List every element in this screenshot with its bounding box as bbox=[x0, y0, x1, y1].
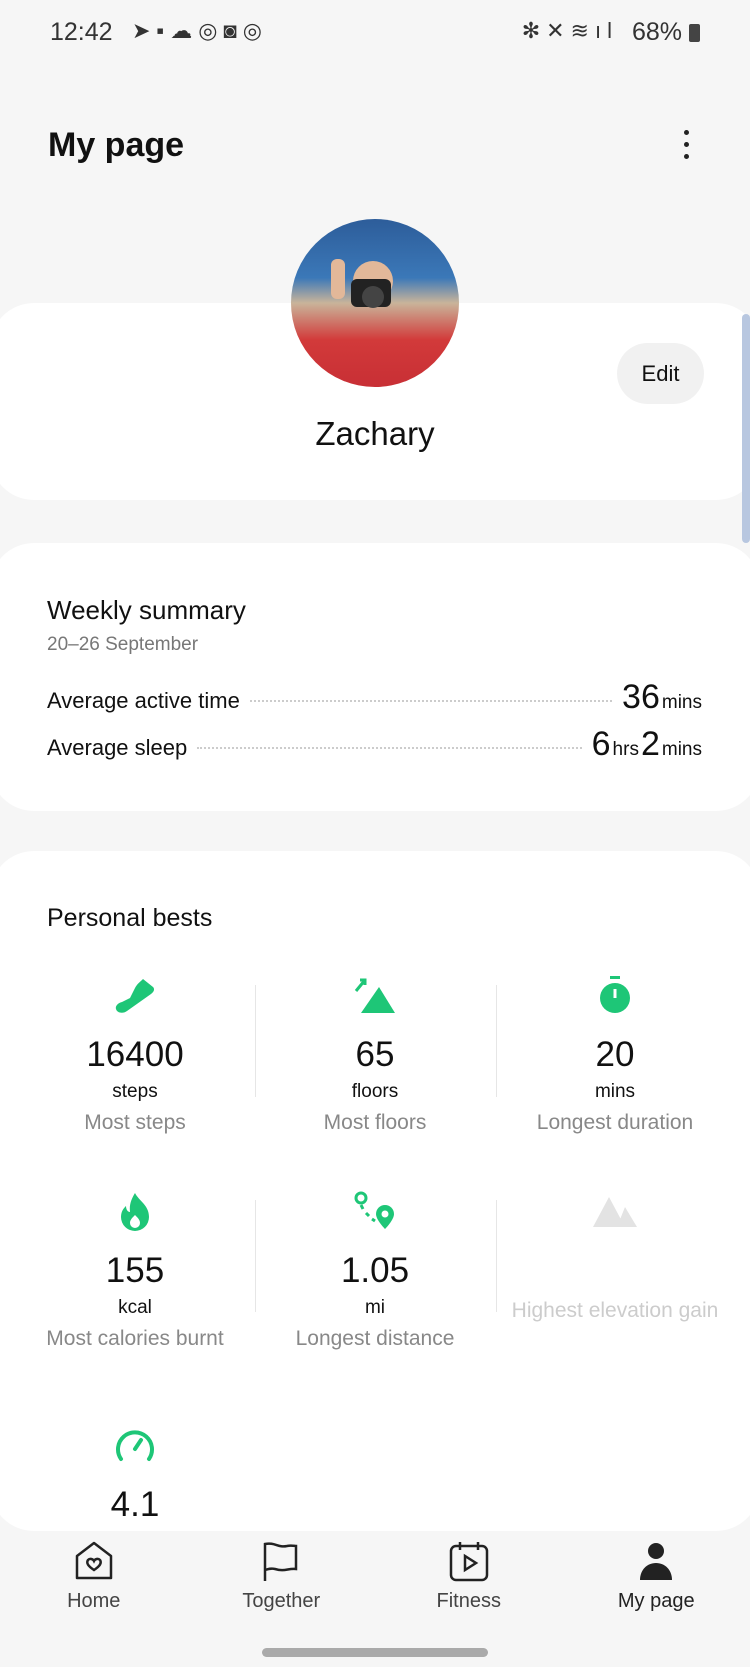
minutes-value: 2 bbox=[640, 725, 660, 763]
divider bbox=[255, 1200, 256, 1312]
best-label: Longest distance bbox=[295, 1327, 455, 1350]
weekly-summary-card[interactable] bbox=[0, 543, 750, 811]
status-time: 12:42 bbox=[50, 18, 113, 46]
best-label: Highest elevation gain bbox=[511, 1299, 719, 1322]
best-value: 16400 bbox=[86, 1035, 184, 1074]
flag-icon bbox=[264, 1542, 298, 1581]
unit: mins bbox=[661, 739, 702, 760]
page-title: My page bbox=[48, 126, 185, 164]
best-value: 20 bbox=[595, 1035, 635, 1074]
scrollbar[interactable] bbox=[742, 314, 750, 543]
personal-best-stopwatch[interactable]: 20 mins Longest duration bbox=[495, 975, 735, 1135]
personal-best-speedometer[interactable]: 4.1 bbox=[15, 1425, 255, 1525]
nav-together[interactable]: Together bbox=[188, 1540, 376, 1620]
nav-my-page[interactable]: My page bbox=[563, 1540, 750, 1620]
battery-percent: 68% bbox=[631, 18, 682, 46]
speedometer-icon bbox=[15, 1425, 255, 1465]
average-sleep-row: Average sleep 6 hrs 2 mins bbox=[47, 725, 704, 765]
best-label: Longest duration bbox=[536, 1111, 694, 1134]
nav-label: My page bbox=[617, 1590, 695, 1612]
personal-bests-title: Personal bests bbox=[47, 904, 213, 932]
flame-icon bbox=[15, 1191, 255, 1231]
edit-profile-button[interactable]: Edit bbox=[617, 343, 704, 404]
best-value: 155 bbox=[105, 1251, 165, 1290]
shoe-icon bbox=[15, 975, 255, 1015]
best-unit: kcal bbox=[118, 1297, 152, 1318]
battery-icon bbox=[689, 24, 700, 42]
best-value: 4.1 bbox=[110, 1485, 160, 1524]
stopwatch-icon bbox=[495, 975, 735, 1015]
home-heart-icon bbox=[75, 1541, 112, 1580]
best-unit: steps bbox=[112, 1081, 158, 1102]
personal-best-route[interactable]: 1.05 mi Longest distance bbox=[255, 1191, 495, 1351]
label: Average active time bbox=[47, 688, 240, 713]
best-unit: mins bbox=[594, 1081, 636, 1102]
label: Average sleep bbox=[47, 735, 188, 760]
best-unit: mi bbox=[364, 1297, 386, 1318]
mountain-icon bbox=[495, 1191, 735, 1231]
notification-icons: ➤▪☁◎◙◎ bbox=[132, 18, 268, 43]
calendar-play-icon bbox=[449, 1542, 488, 1582]
home-indicator[interactable] bbox=[262, 1648, 488, 1657]
value: 36 bbox=[622, 678, 660, 716]
best-value: 65 bbox=[355, 1035, 395, 1074]
status-bar: 12:42 ➤▪☁◎◙◎ ✻✕≋ıl 68% bbox=[0, 18, 750, 48]
nav-home[interactable]: Home bbox=[0, 1540, 188, 1620]
best-label: Most steps bbox=[84, 1111, 186, 1134]
best-label: Most floors bbox=[323, 1111, 427, 1134]
weekly-summary-title: Weekly summary bbox=[47, 595, 246, 625]
nav-label: Home bbox=[67, 1590, 121, 1612]
best-value bbox=[495, 1251, 735, 1291]
best-unit: floors bbox=[351, 1081, 399, 1102]
best-label: Most calories burnt bbox=[46, 1327, 224, 1350]
hours-value: 6 bbox=[591, 725, 611, 763]
nav-fitness[interactable]: Fitness bbox=[375, 1540, 563, 1620]
personal-bests-card bbox=[0, 851, 750, 1531]
mountain-up-icon bbox=[255, 975, 495, 1015]
more-options-icon[interactable] bbox=[680, 130, 692, 164]
nav-label: Fitness bbox=[436, 1590, 501, 1612]
personal-best-flame[interactable]: 155 kcal Most calories burnt bbox=[15, 1191, 255, 1351]
personal-best-shoe[interactable]: 16400 steps Most steps bbox=[15, 975, 255, 1135]
best-value: 1.05 bbox=[340, 1251, 410, 1290]
avatar[interactable] bbox=[291, 219, 459, 387]
route-icon bbox=[255, 1191, 495, 1231]
divider bbox=[496, 985, 497, 1097]
unit: hrs bbox=[612, 739, 639, 760]
unit: mins bbox=[661, 692, 702, 713]
personal-best-mountain-up[interactable]: 65 floors Most floors bbox=[255, 975, 495, 1135]
bottom-nav: Home Together Fitness My page bbox=[0, 1540, 750, 1620]
divider bbox=[255, 985, 256, 1097]
divider bbox=[496, 1200, 497, 1312]
weekly-summary-date: 20–26 September bbox=[47, 634, 199, 655]
profile-name: Zachary bbox=[315, 415, 435, 452]
system-icons: ✻✕≋ıl bbox=[521, 18, 618, 43]
person-icon bbox=[640, 1543, 673, 1580]
average-active-time-row: Average active time 36 mins bbox=[47, 678, 704, 718]
personal-best-mountain[interactable]: Highest elevation gain bbox=[495, 1191, 735, 1323]
nav-label: Together bbox=[242, 1590, 321, 1612]
